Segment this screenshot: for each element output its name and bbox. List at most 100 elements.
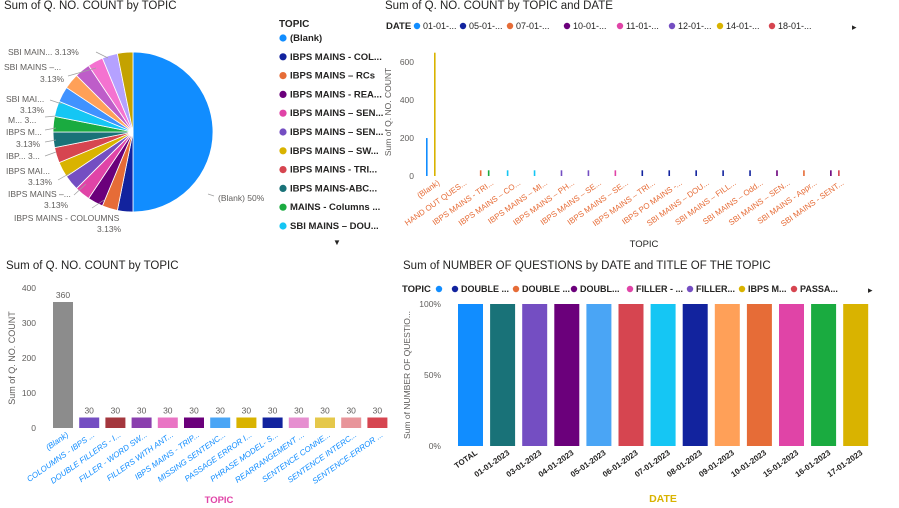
legend-marker bbox=[459, 22, 467, 30]
pie-data-label: SBI MAI... bbox=[6, 94, 44, 104]
pie-data-label: IBP... 3... bbox=[6, 151, 40, 161]
pie-slice bbox=[132, 51, 214, 213]
bar bbox=[53, 302, 73, 428]
bar bbox=[426, 138, 428, 176]
legend-marker bbox=[279, 203, 287, 211]
bar bbox=[749, 170, 751, 176]
legend-marker bbox=[570, 285, 578, 293]
pie-data-label: 3.13% bbox=[44, 200, 69, 210]
bar bbox=[587, 170, 590, 176]
legend-item-label: IBPS MAINS – SEN... bbox=[290, 108, 383, 119]
bar-data-label: 30 bbox=[242, 406, 252, 416]
legend-title: TOPIC bbox=[279, 19, 309, 30]
bar bbox=[506, 170, 509, 176]
bar-data-label: 30 bbox=[111, 406, 121, 416]
date-stacked-panel: Sum of NUMBER OF QUESTIONS by DATE and T… bbox=[400, 260, 899, 508]
y-tick-label: 50% bbox=[424, 370, 441, 380]
y-tick-label: 0 bbox=[409, 171, 414, 181]
y-tick-label: 600 bbox=[400, 57, 414, 67]
legend-item-label: 07-01-... bbox=[516, 21, 550, 31]
pie-leader-line bbox=[207, 193, 215, 197]
legend-item-label: IBPS MAINS – RCs bbox=[290, 71, 375, 82]
pie-slice bbox=[116, 51, 134, 133]
y-tick-label: 100% bbox=[419, 299, 441, 309]
y-tick-label: 200 bbox=[400, 133, 414, 143]
legend-item-label: IBPS MAINS-ABC... bbox=[290, 183, 377, 194]
date-stacked-chart: TOPIC DOUBLE ... DOUBLE ... DOUBL... FILLER … bbox=[402, 284, 873, 505]
legend-marker bbox=[279, 128, 287, 136]
legend-title: DATE bbox=[386, 21, 411, 32]
bar bbox=[641, 170, 644, 176]
legend-marker bbox=[738, 285, 746, 293]
y-tick-label: 100 bbox=[22, 388, 36, 398]
legend-marker bbox=[279, 34, 287, 42]
y-axis-label: Sum of Q. NO. COUNT bbox=[7, 311, 17, 405]
y-tick-label: 400 bbox=[22, 283, 36, 293]
legend-marker bbox=[279, 222, 287, 230]
pie-data-label: IBPS MAINS - COLOUMNS bbox=[14, 213, 120, 223]
pie-data-label: 3.13% bbox=[16, 139, 41, 149]
pie-leader-line bbox=[44, 115, 57, 118]
bar bbox=[650, 304, 676, 446]
legend-item-label: DOUBLE ... bbox=[522, 284, 570, 294]
legend-item-label: 18-01-... bbox=[778, 21, 812, 31]
legend-item-label: (Blank) bbox=[290, 33, 322, 44]
legend-marker bbox=[512, 285, 520, 293]
x-tick-label: TOTAL bbox=[453, 448, 479, 470]
bar bbox=[682, 304, 708, 446]
legend-item-label: IBPS MAINS - COL... bbox=[290, 52, 382, 63]
bar bbox=[714, 304, 740, 446]
pie-data-label: 3.13% bbox=[20, 105, 45, 115]
legend-item-label: FILLER - ... bbox=[636, 284, 683, 294]
bar bbox=[811, 304, 837, 446]
y-tick-label: 200 bbox=[22, 353, 36, 363]
legend-item-label: SBI MAINS – DOU... bbox=[290, 221, 379, 232]
y-tick-label: 0 bbox=[31, 423, 36, 433]
legend-marker bbox=[686, 285, 694, 293]
bar-data-label: 30 bbox=[189, 406, 199, 416]
legend-item-label: IBPS MAINS - REA... bbox=[290, 89, 382, 100]
legend-item-label: DOUBL... bbox=[580, 284, 620, 294]
legend-next-arrow: ▸ bbox=[852, 22, 857, 32]
topic-date-title: Sum of Q. NO. COUNT by TOPIC and DATE bbox=[385, 0, 613, 12]
legend-marker bbox=[279, 166, 287, 174]
legend-item-label: IBPS MAINS – SW... bbox=[290, 146, 379, 157]
pie-data-label: 3.13% bbox=[28, 177, 53, 187]
legend-marker bbox=[451, 285, 459, 293]
legend-marker bbox=[413, 22, 421, 30]
legend-item-label: PASSA... bbox=[800, 284, 838, 294]
pie-data-label: (Blank) 50% bbox=[218, 193, 265, 203]
legend-marker bbox=[279, 147, 287, 155]
bar bbox=[434, 52, 436, 176]
legend-marker bbox=[668, 22, 676, 30]
bar bbox=[262, 417, 283, 428]
topic-date-panel: Sum of Q. NO. COUNT by TOPIC and DATE DA… bbox=[383, 0, 899, 252]
bar bbox=[803, 170, 805, 176]
bar bbox=[838, 170, 840, 176]
legend-item-label: 12-01-... bbox=[678, 21, 712, 31]
legend-marker bbox=[506, 22, 514, 30]
legend-item-label: 10-01-... bbox=[573, 21, 607, 31]
pie-title: Sum of Q. NO. COUNT by TOPIC bbox=[4, 0, 177, 12]
bar bbox=[210, 417, 231, 428]
legend-item-label: MAINS - Columns ... bbox=[290, 202, 380, 213]
bar bbox=[776, 170, 778, 176]
bar bbox=[586, 304, 612, 446]
pie-leader-line bbox=[44, 151, 57, 157]
date-stacked-title: Sum of NUMBER OF QUESTIONS by DATE and T… bbox=[403, 260, 771, 272]
legend-item-label: FILLER... bbox=[696, 284, 735, 294]
bar bbox=[367, 417, 388, 428]
legend-item-label: IBPS M... bbox=[748, 284, 787, 294]
pie-scroll-arrow[interactable]: ▼ bbox=[333, 238, 341, 247]
pie-data-label: SBI MAIN... 3.13% bbox=[8, 47, 79, 57]
bar bbox=[522, 304, 548, 446]
bar bbox=[79, 417, 100, 428]
pie-data-label: 3.13% bbox=[97, 224, 122, 234]
pie-leader-line bbox=[73, 183, 87, 196]
pie-leader-line bbox=[57, 171, 73, 181]
legend-marker bbox=[435, 285, 443, 293]
bar bbox=[131, 417, 152, 428]
bar bbox=[560, 170, 563, 176]
bar-data-label: 30 bbox=[294, 406, 304, 416]
pie-data-label: M... 3... bbox=[8, 115, 36, 125]
